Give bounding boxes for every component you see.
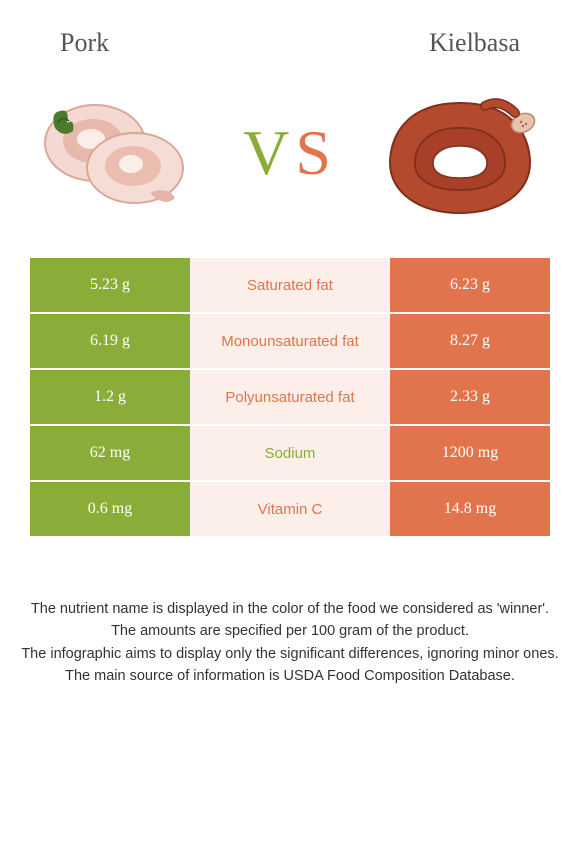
kielbasa-image	[370, 78, 550, 228]
right-value: 8.27 g	[390, 314, 550, 368]
nutrient-label: Sodium	[190, 426, 390, 480]
right-value: 14.8 mg	[390, 482, 550, 536]
left-food-title: Pork	[60, 28, 109, 58]
nutrient-label: Polyunsaturated fat	[190, 370, 390, 424]
header: Pork Kielbasa	[0, 0, 580, 68]
nutrient-label: Vitamin C	[190, 482, 390, 536]
vs-v: V	[243, 117, 295, 188]
left-value: 62 mg	[30, 426, 190, 480]
footer-line-1: The nutrient name is displayed in the co…	[20, 598, 560, 620]
pork-image	[30, 78, 210, 228]
right-value: 2.33 g	[390, 370, 550, 424]
images-row: VS	[0, 68, 580, 258]
pork-icon	[35, 83, 205, 223]
nutrient-table: 5.23 gSaturated fat6.23 g6.19 gMonounsat…	[30, 258, 550, 536]
left-value: 1.2 g	[30, 370, 190, 424]
right-value: 6.23 g	[390, 258, 550, 312]
footer-line-3: The infographic aims to display only the…	[20, 643, 560, 665]
right-value: 1200 mg	[390, 426, 550, 480]
right-food-title: Kielbasa	[429, 28, 520, 58]
left-value: 6.19 g	[30, 314, 190, 368]
table-row: 5.23 gSaturated fat6.23 g	[30, 258, 550, 312]
table-row: 62 mgSodium1200 mg	[30, 426, 550, 480]
vs-s: S	[295, 117, 337, 188]
footer-line-2: The amounts are specified per 100 gram o…	[20, 620, 560, 642]
nutrient-label: Monounsaturated fat	[190, 314, 390, 368]
table-row: 1.2 gPolyunsaturated fat2.33 g	[30, 370, 550, 424]
footer-notes: The nutrient name is displayed in the co…	[0, 538, 580, 688]
left-value: 5.23 g	[30, 258, 190, 312]
table-row: 6.19 gMonounsaturated fat8.27 g	[30, 314, 550, 368]
vs-label: VS	[243, 116, 337, 190]
kielbasa-icon	[375, 78, 545, 228]
nutrient-label: Saturated fat	[190, 258, 390, 312]
left-value: 0.6 mg	[30, 482, 190, 536]
footer-line-4: The main source of information is USDA F…	[20, 665, 560, 687]
table-row: 0.6 mgVitamin C14.8 mg	[30, 482, 550, 536]
